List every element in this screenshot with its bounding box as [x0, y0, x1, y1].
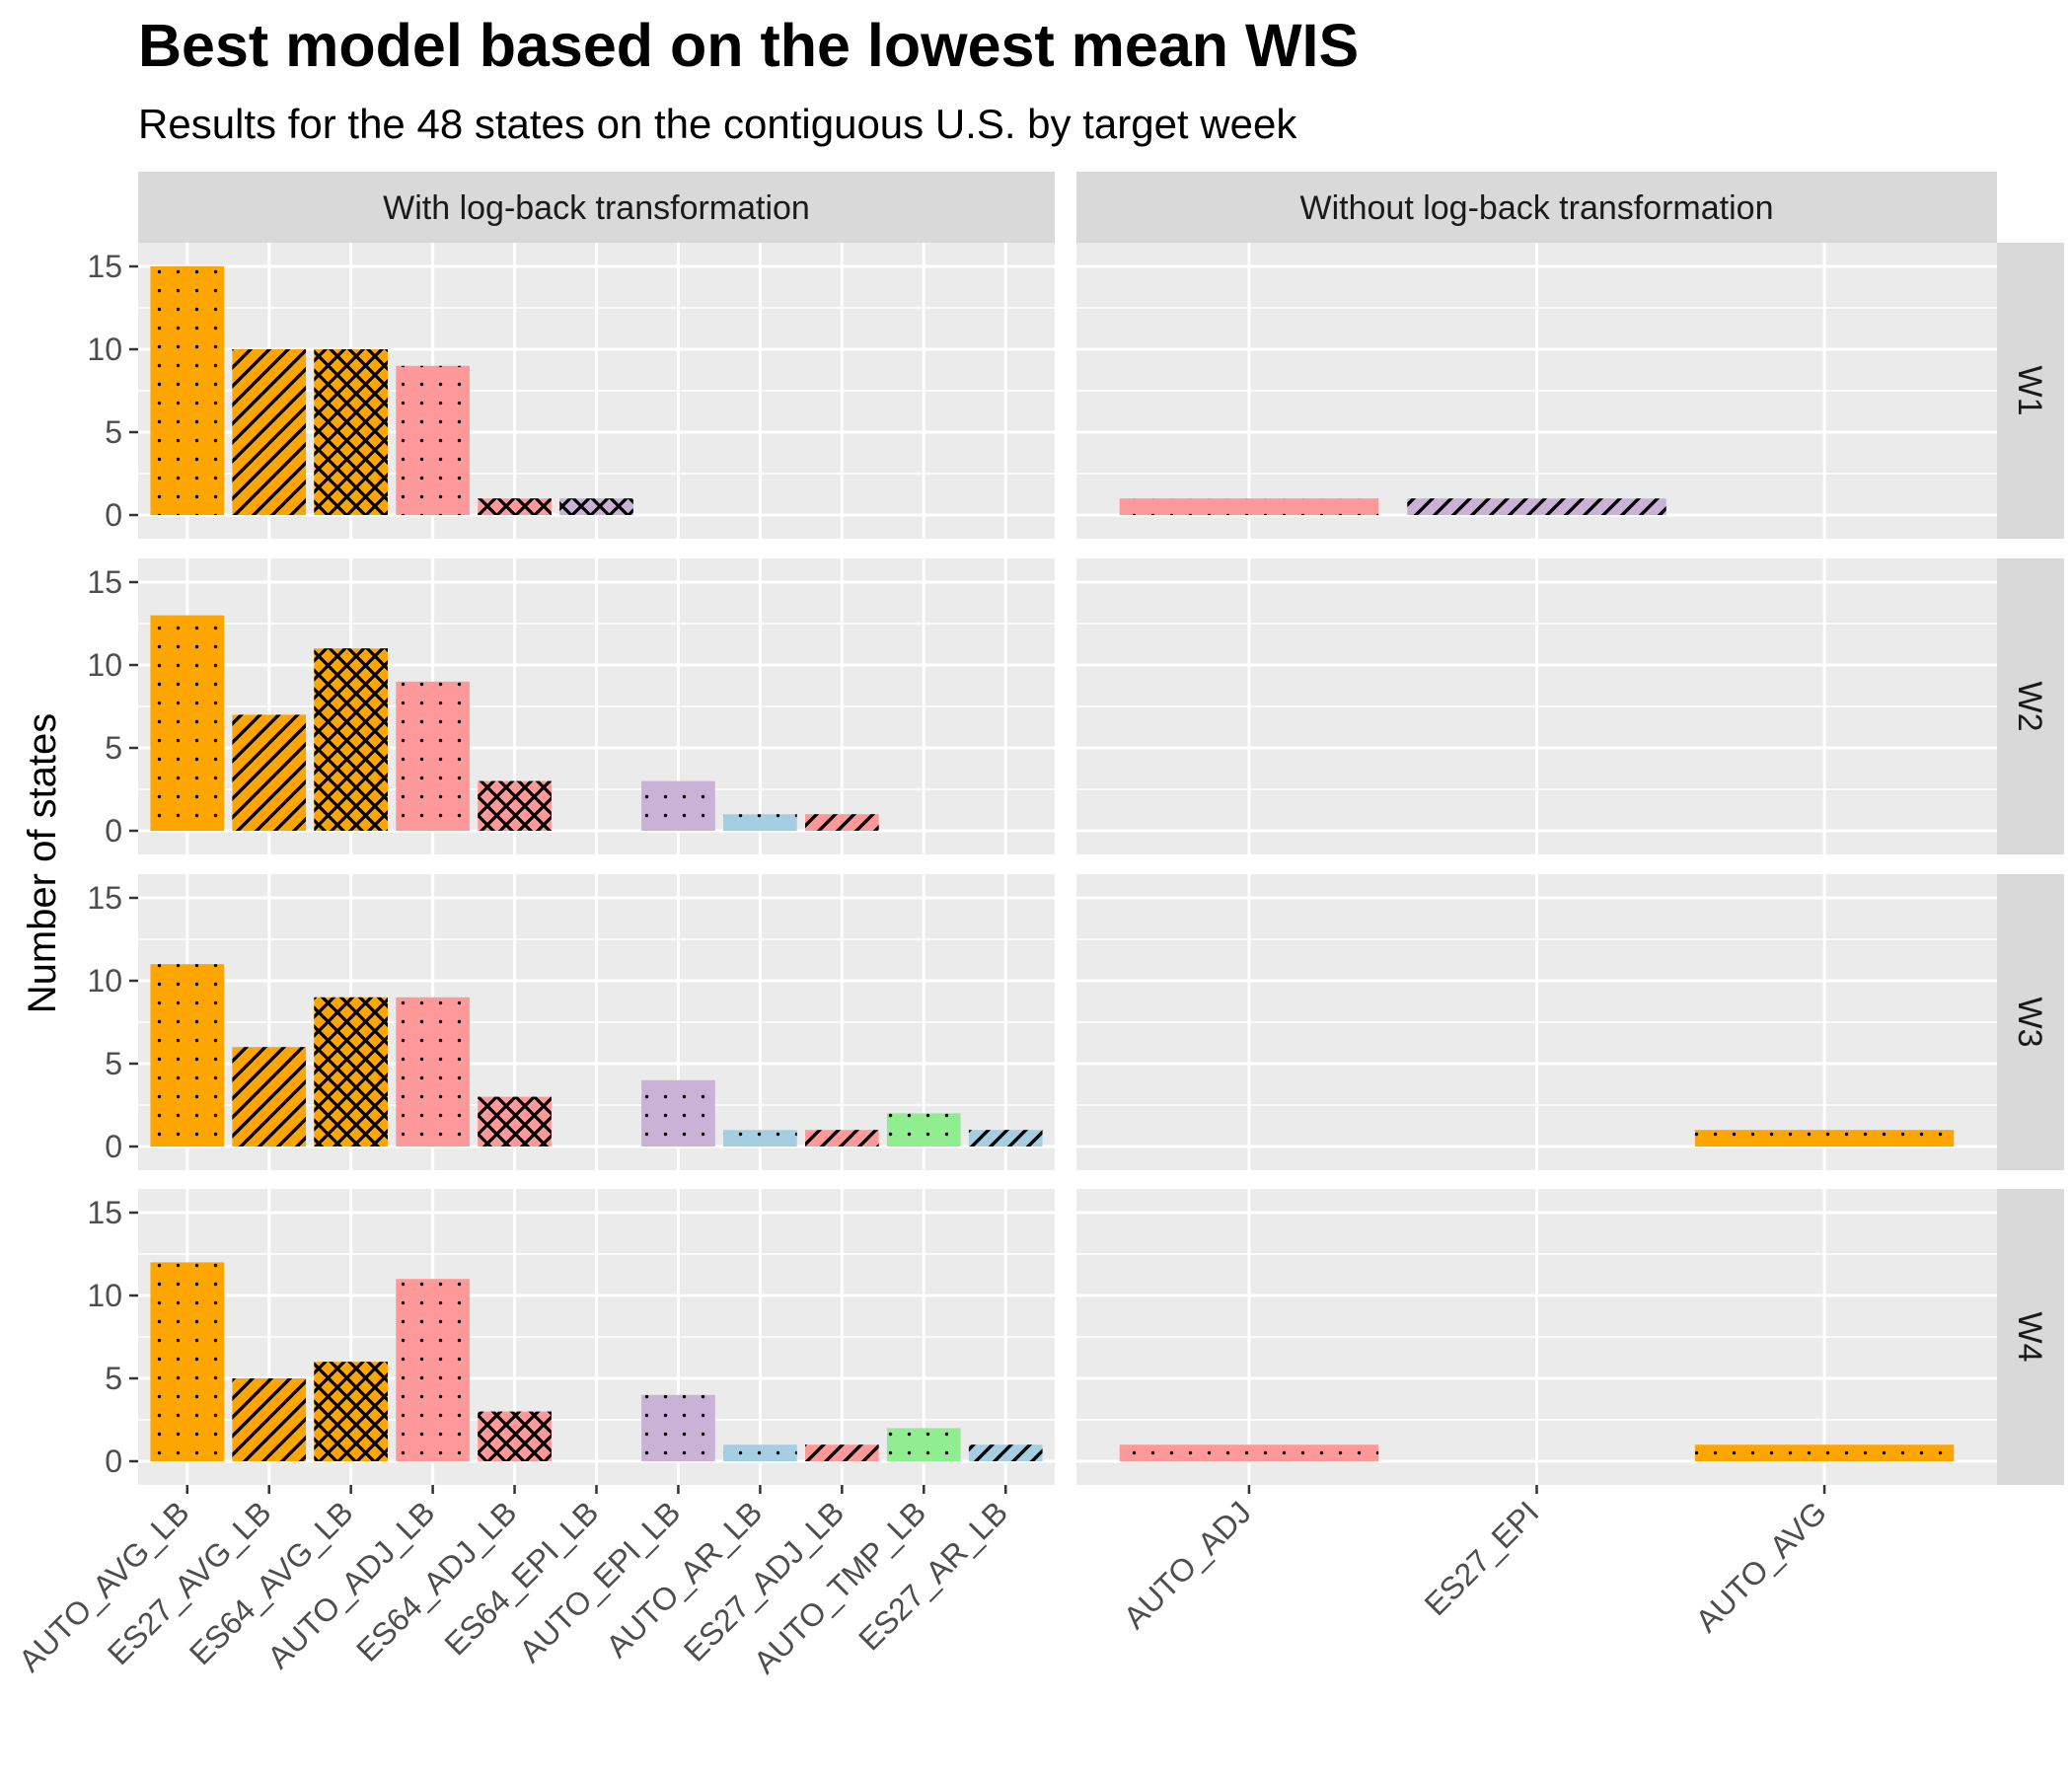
bar-pattern-ES27_AVG_LB-W1 — [232, 349, 307, 515]
y-tick-label: 5 — [105, 1046, 122, 1081]
y-axis-label: Number of states — [21, 713, 64, 1014]
chart-title: Best model based on the lowest mean WIS — [138, 12, 1359, 79]
y-tick-label: 5 — [105, 1361, 122, 1396]
bar-pattern-AUTO_ADJ-W1 — [1119, 498, 1379, 515]
y-tick-label: 5 — [105, 730, 122, 766]
bar-pattern-AUTO_ADJ-W4 — [1119, 1444, 1379, 1461]
row-label-W3: W3 — [2011, 998, 2048, 1048]
y-tick-label: 10 — [87, 963, 122, 999]
bar-pattern-ES27_AR_LB-W4 — [968, 1444, 1043, 1461]
bar-pattern-AUTO_EPI_LB-W3 — [641, 1079, 715, 1147]
bar-pattern-AUTO_AVG_LB-W1 — [150, 266, 225, 515]
bar-pattern-ES27_AVG_LB-W4 — [232, 1378, 307, 1461]
bar-pattern-AUTO_AVG_LB-W3 — [150, 964, 225, 1147]
y-tick-label: 15 — [87, 249, 122, 284]
bar-pattern-AUTO_TMP_LB-W4 — [886, 1428, 961, 1461]
bar-pattern-AUTO_AR_LB-W2 — [723, 814, 797, 831]
bar-pattern-AUTO_TMP_LB-W3 — [886, 1113, 961, 1147]
bar-pattern-ES64_AVG_LB-W3 — [314, 997, 388, 1147]
row-strip-W1 — [1997, 243, 2064, 539]
y-tick-label: 0 — [105, 813, 122, 849]
bar-pattern-AUTO_AVG_LB-W2 — [150, 615, 225, 831]
bar-pattern-AUTO_AR_LB-W4 — [723, 1444, 797, 1461]
bar-pattern-AUTO_AVG-W4 — [1694, 1444, 1955, 1461]
bar-pattern-ES27_AVG_LB-W2 — [232, 714, 307, 831]
strip-label-0: With log-back transformation — [383, 189, 810, 227]
bar-pattern-ES64_ADJ_LB-W4 — [478, 1411, 552, 1461]
bar-pattern-ES64_ADJ_LB-W1 — [478, 498, 552, 515]
y-tick-label: 10 — [87, 647, 122, 683]
bar-pattern-ES64_AVG_LB-W2 — [314, 648, 388, 831]
bar-pattern-ES27_ADJ_LB-W2 — [805, 814, 879, 831]
row-label-W1: W1 — [2011, 366, 2048, 416]
bar-pattern-ES27_ADJ_LB-W4 — [805, 1444, 879, 1461]
bar-pattern-ES27_ADJ_LB-W3 — [805, 1130, 879, 1147]
bar-pattern-ES27_EPI-W1 — [1407, 498, 1666, 515]
x-tick-label-ES27_EPI: ES27_EPI — [1418, 1494, 1546, 1622]
y-tick-label: 10 — [87, 1278, 122, 1313]
bar-pattern-AUTO_AVG_LB-W4 — [150, 1262, 225, 1461]
row-strip-W4 — [1997, 1189, 2064, 1485]
y-tick-label: 15 — [87, 880, 122, 916]
strip-label-1: Without log-back transformation — [1300, 189, 1774, 227]
bar-pattern-ES64_ADJ_LB-W3 — [478, 1096, 552, 1147]
x-tick-label-AUTO_AVG: AUTO_AVG — [1688, 1494, 1833, 1639]
strip-header-1 — [1076, 172, 1997, 243]
chart-subtitle: Results for the 48 states on the contigu… — [138, 101, 1297, 147]
bar-pattern-ES64_AVG_LB-W4 — [314, 1362, 388, 1461]
x-tick-label-AUTO_ADJ: AUTO_ADJ — [1117, 1494, 1258, 1635]
bar-pattern-AUTO_ADJ_LB-W1 — [396, 365, 470, 515]
row-label-W2: W2 — [2011, 682, 2048, 732]
y-tick-label: 0 — [105, 1443, 122, 1479]
row-strip-W2 — [1997, 558, 2064, 854]
strip-header-0 — [138, 172, 1055, 243]
bar-pattern-AUTO_AR_LB-W3 — [723, 1130, 797, 1147]
y-tick-label: 15 — [87, 564, 122, 600]
bar-pattern-ES27_AVG_LB-W3 — [232, 1047, 307, 1147]
bar-pattern-AUTO_ADJ_LB-W3 — [396, 997, 470, 1147]
y-tick-label: 10 — [87, 332, 122, 367]
row-strip-W3 — [1997, 874, 2064, 1170]
y-tick-label: 0 — [105, 1129, 122, 1164]
row-label-W4: W4 — [2011, 1312, 2048, 1363]
y-tick-label: 0 — [105, 497, 122, 533]
bar-pattern-ES64_ADJ_LB-W2 — [478, 780, 552, 831]
bar-pattern-ES64_AVG_LB-W1 — [314, 349, 388, 515]
bar-pattern-AUTO_ADJ_LB-W2 — [396, 681, 470, 831]
bar-pattern-ES64_EPI_LB-W1 — [559, 498, 633, 515]
y-tick-label: 15 — [87, 1195, 122, 1230]
bar-pattern-AUTO_EPI_LB-W4 — [641, 1394, 715, 1461]
bar-pattern-AUTO_EPI_LB-W2 — [641, 780, 715, 831]
bar-pattern-AUTO_ADJ_LB-W4 — [396, 1279, 470, 1461]
y-tick-label: 5 — [105, 414, 122, 450]
plot-area: With log-back transformation Without log-… — [12, 172, 2064, 1680]
bar-pattern-ES27_AR_LB-W3 — [968, 1130, 1043, 1147]
bar-pattern-AUTO_AVG-W3 — [1694, 1130, 1955, 1147]
